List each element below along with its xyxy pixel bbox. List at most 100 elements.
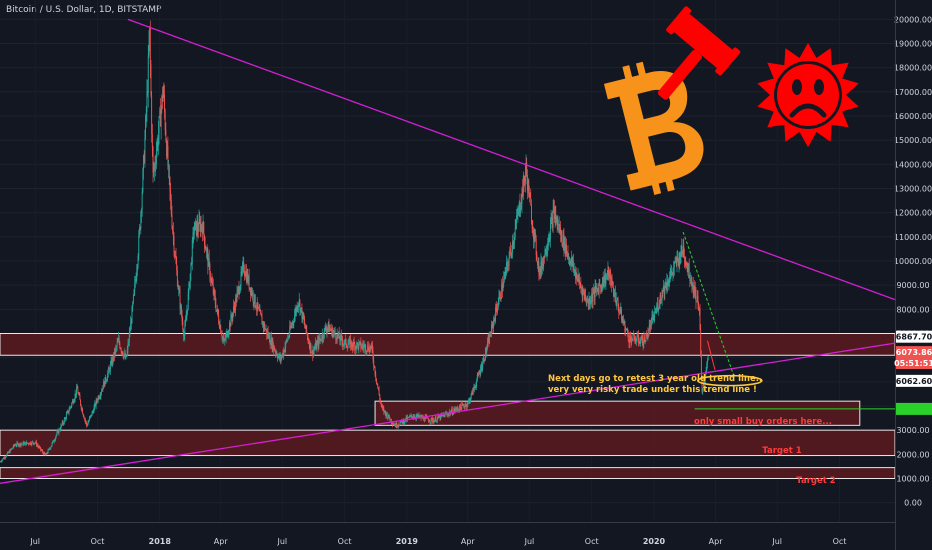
x-tick-label: 2020 <box>643 537 666 546</box>
retest-ellipse[interactable] <box>697 374 763 387</box>
candle-body <box>373 359 375 367</box>
candle-body <box>149 26 151 46</box>
candle-body <box>278 354 280 357</box>
candle-body <box>95 399 97 407</box>
candle-body <box>464 405 466 408</box>
candle-body <box>340 334 342 337</box>
candle-body <box>371 343 373 351</box>
candle-body <box>707 355 709 361</box>
candle-body <box>303 318 305 321</box>
zone-box-4[interactable] <box>0 467 896 479</box>
candle-body <box>563 234 565 251</box>
candle-body <box>53 440 54 442</box>
candle-body <box>122 351 123 355</box>
candle-body <box>75 393 77 396</box>
zone-box-2[interactable] <box>374 400 861 426</box>
candle-body <box>151 134 153 148</box>
candle-body <box>463 406 465 408</box>
candle-body <box>590 300 592 303</box>
candle-body <box>545 248 547 255</box>
candle-body <box>204 245 206 248</box>
zone-box-3[interactable] <box>0 429 896 457</box>
candle-body <box>225 334 227 340</box>
candle-body <box>233 306 235 313</box>
candle-body <box>19 443 21 446</box>
candle-body <box>274 350 276 351</box>
candle-body <box>570 260 572 265</box>
trendline-2[interactable] <box>0 342 896 484</box>
candle-body <box>49 448 51 450</box>
candle-body <box>302 312 304 319</box>
candle-body <box>194 222 196 231</box>
bitcoin-logo-icon <box>603 61 704 195</box>
candle-body <box>17 443 19 447</box>
candle-body <box>574 269 576 271</box>
candle-body <box>239 285 241 291</box>
candle-body <box>452 413 454 415</box>
price-axis[interactable]: 0.001000.002000.003000.004000.005000.006… <box>894 0 932 550</box>
candle-body <box>217 309 219 316</box>
candle-body <box>632 333 634 341</box>
candle-body <box>476 380 478 387</box>
candle-body <box>134 280 136 283</box>
candle-body <box>38 446 40 448</box>
candle-body <box>52 440 54 443</box>
candle-body <box>595 286 597 289</box>
candle-body <box>189 273 191 288</box>
candle-body <box>537 262 539 266</box>
candle-body <box>365 351 367 353</box>
candle-body <box>295 310 297 313</box>
candle-body <box>27 443 29 444</box>
x-tick-label: Jul <box>276 537 287 546</box>
price-tag-bg <box>896 346 932 359</box>
candle-body <box>275 353 277 354</box>
candle-body <box>248 275 249 283</box>
candle-body <box>637 334 639 337</box>
candle-body <box>432 420 434 423</box>
candle-body <box>178 288 180 294</box>
candle-body <box>192 232 194 241</box>
candle-body <box>624 320 626 332</box>
price-tag-bg <box>896 374 932 387</box>
candle-body <box>26 442 28 444</box>
candle-body <box>675 259 677 262</box>
candle-body <box>86 425 88 426</box>
candle-body <box>184 325 186 337</box>
candle-body <box>654 311 656 318</box>
candle-body <box>238 287 240 294</box>
candle-body <box>150 64 152 96</box>
price-tag-bg <box>896 402 932 415</box>
candle-body <box>344 340 346 344</box>
candle-body <box>80 399 82 406</box>
candle-body <box>653 317 655 321</box>
candle-body <box>352 341 354 348</box>
candle-body <box>180 305 182 316</box>
candle-body <box>382 407 384 409</box>
candle-body <box>694 289 696 296</box>
candle-body <box>42 452 44 455</box>
candle-body <box>486 341 488 349</box>
candle-body <box>327 327 329 328</box>
trendlines[interactable] <box>0 18 896 484</box>
annotations: Next days go to retest 3 year old trend … <box>548 374 836 486</box>
candle-body <box>553 206 555 210</box>
candle-body <box>115 347 117 350</box>
candle-body <box>500 298 502 300</box>
candle-body <box>444 413 446 418</box>
candle-body <box>593 289 595 298</box>
candle-body <box>120 348 122 352</box>
candle-body <box>333 330 335 332</box>
candle-body <box>281 356 283 360</box>
candle-body <box>640 339 642 341</box>
candle-body <box>185 320 186 326</box>
candle-body <box>663 285 664 292</box>
candle-body <box>610 277 612 286</box>
candle-body <box>672 269 674 275</box>
time-axis[interactable]: Jul Oct 2018 Apr Jul Oct 2019 Apr Jul Oct 2020 Apr J… <box>0 522 895 547</box>
projection-line[interactable] <box>682 231 735 376</box>
zone-box-1[interactable] <box>0 333 896 356</box>
trendline-1[interactable] <box>127 18 896 301</box>
x-tick-label: Oct <box>338 537 352 546</box>
candle-body <box>369 346 371 353</box>
